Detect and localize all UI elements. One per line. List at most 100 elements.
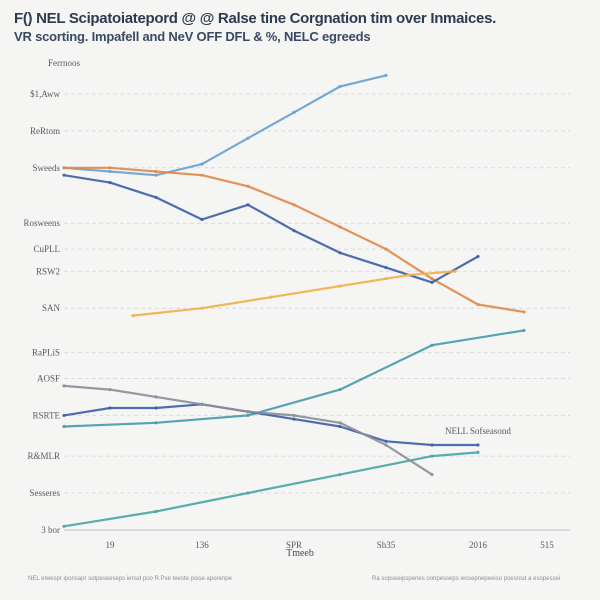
y-axis-header: Ferrnoos: [48, 58, 80, 68]
series-3-point: [430, 280, 434, 284]
x-tick-label: 2016: [469, 540, 488, 550]
x-tick-label: 19: [106, 540, 116, 550]
y-tick-label: Sweeds: [33, 163, 61, 173]
y-tick-label: SAN: [42, 303, 61, 313]
y-tick-label: 3 bor: [41, 525, 60, 535]
series-1-point: [384, 73, 388, 77]
series-6-point: [62, 413, 66, 418]
series-7-point: [154, 509, 158, 514]
x-tick-labels: 19 136 SPR Sh35 2016 515: [106, 540, 555, 550]
series-8-point: [246, 410, 250, 414]
series-8-point: [338, 421, 342, 425]
series-7-point: [338, 472, 342, 477]
series-line-3: [62, 174, 480, 284]
series-line-8: [62, 384, 434, 476]
series-3-point: [246, 203, 250, 207]
series-line-5: [62, 329, 526, 428]
series-2-point: [476, 302, 480, 307]
series-3-point: [154, 195, 158, 199]
chart-annotation: NELL Sofseasond: [445, 426, 511, 436]
y-tick-label: Rosweens: [24, 218, 61, 228]
series-8-point: [384, 443, 388, 447]
series-2-point: [108, 166, 112, 170]
y-tick-label: ReRtom: [30, 126, 60, 136]
series-5-point: [430, 343, 434, 347]
series-7-point: [430, 454, 434, 458]
series-line-4: [131, 270, 457, 317]
series-8-point: [108, 387, 112, 392]
series-2-point: [246, 184, 250, 188]
series-5-point: [154, 421, 158, 425]
title-block: F() NEL Scipatoiatepord @ @ Ralse tine C…: [14, 10, 584, 44]
series-line-6: [62, 403, 480, 447]
series-8-point: [292, 413, 296, 418]
y-tick-label: $1,Aww: [30, 89, 60, 99]
series-3-point: [338, 251, 342, 255]
series-3-point: [476, 254, 480, 259]
y-tick-label: CuPLL: [33, 244, 60, 254]
series-2-point: [338, 225, 342, 229]
series-4-point: [338, 284, 342, 288]
series-7-point: [246, 491, 250, 495]
series-6-point: [430, 443, 434, 447]
series-3-point: [62, 173, 66, 177]
y-tick-label: AOSF: [37, 373, 60, 383]
footer-caption-right: Ra sopseeipspenes oonpesseps iessepnepee…: [372, 576, 560, 582]
series-5-point: [62, 424, 66, 429]
series-6-point: [384, 439, 388, 443]
series-3-point: [384, 265, 388, 270]
series-2-point: [430, 277, 434, 281]
series-3-point: [108, 180, 112, 185]
series-8-point: [154, 395, 158, 399]
series-line-1: [62, 74, 388, 177]
series-4-point: [384, 277, 388, 281]
series-1-point: [246, 136, 250, 140]
series-8-point: [430, 472, 434, 477]
series-1-point: [200, 162, 204, 166]
series-2-point: [200, 173, 204, 177]
x-tick-label: SPR: [286, 540, 302, 550]
series-2-point: [384, 247, 388, 251]
y-tick-labels: $1,Aww ReRtom Sweeds Rosweens CuPLL RSW2 SAN Ra…: [24, 89, 61, 535]
series-6-point: [476, 443, 480, 447]
grid-layer: [64, 93, 570, 531]
series-8-point: [200, 402, 204, 406]
series-6-point: [338, 424, 342, 429]
series-1-point: [108, 169, 112, 174]
series-3-point: [292, 229, 296, 233]
series-7-point: [62, 524, 66, 528]
y-tick-label: RaPLiS: [32, 348, 60, 358]
series-2-point: [522, 310, 526, 314]
series-5-point: [246, 413, 250, 418]
series-4-point: [453, 269, 457, 273]
series-6-point: [108, 406, 112, 410]
chart-subtitle: VR scorting. Impafell and NeV OFF DFL & …: [14, 29, 371, 44]
series-1-point: [292, 110, 296, 114]
x-tick-label: 515: [540, 540, 554, 550]
series-5-point: [522, 328, 526, 333]
series-line-7: [62, 451, 480, 528]
series-2-point: [62, 166, 66, 170]
chart-title: F() NEL Scipatoiatepord @ @ Ralse tine C…: [14, 10, 496, 27]
x-tick-label: 136: [195, 540, 209, 550]
series-4-point: [269, 295, 273, 299]
y-tick-label: R&MLR: [27, 451, 60, 461]
series-2-point: [154, 169, 158, 174]
series-layer: [62, 73, 526, 528]
series-8-point: [62, 384, 66, 388]
series-1-point: [154, 173, 158, 177]
x-tick-label: Sh35: [377, 540, 396, 550]
series-6-point: [154, 406, 158, 410]
series-3-point: [200, 217, 204, 222]
series-5-point: [338, 387, 342, 392]
y-tick-label: RSRTE: [33, 410, 61, 420]
series-1-point: [338, 84, 342, 89]
series-4-point: [407, 273, 411, 277]
x-axis-label: Tmeeb: [286, 548, 314, 559]
series-4-point: [200, 306, 204, 310]
series-4-point: [131, 314, 135, 318]
series-7-point: [476, 450, 480, 454]
y-tick-label: RSW2: [36, 266, 60, 276]
